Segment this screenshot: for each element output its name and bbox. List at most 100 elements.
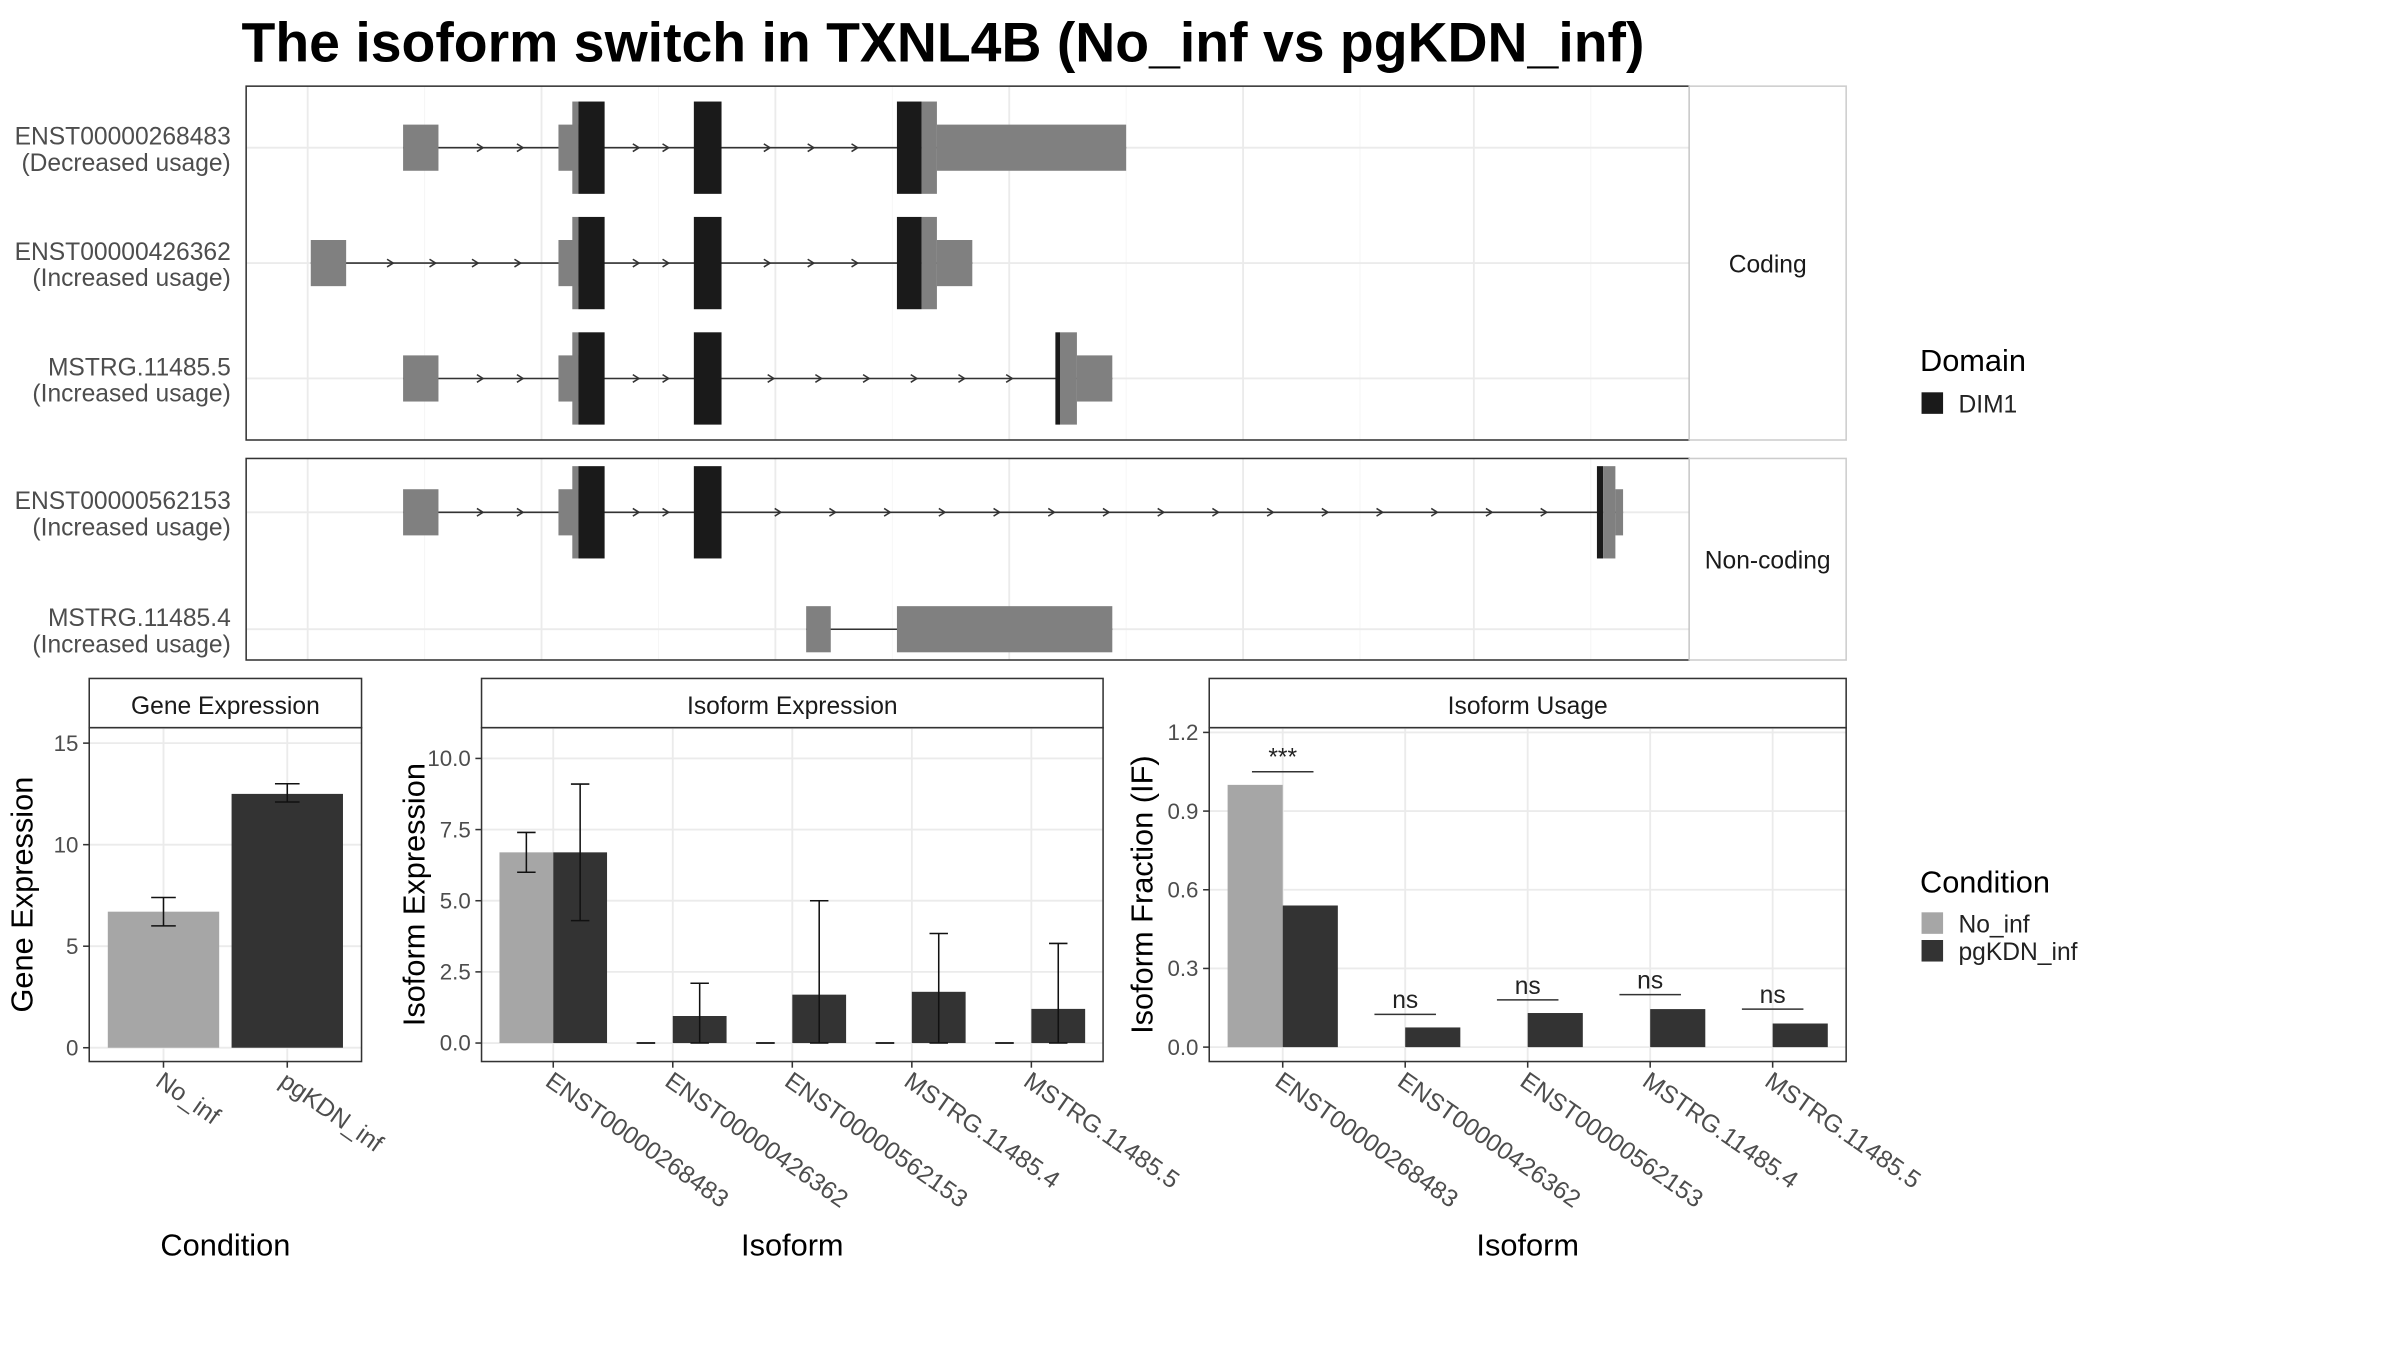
panel-border [1208,726,1847,1063]
transcript-usage: (Increased usage) [32,265,230,292]
group-label: Coding [1729,251,1807,278]
intron-arrow [476,507,485,517]
intron-arrow [814,373,823,383]
panel-border [88,726,363,1063]
intron-arrow [476,373,485,383]
intron-arrow [763,258,772,268]
domain-exon [693,332,722,425]
intron-arrow [807,258,816,268]
y-tick-label: 5 [66,934,78,959]
legend-label: DIM1 [1958,391,2017,418]
exon [572,466,579,559]
strip-label: Isoform Expression [687,693,898,720]
intron-arrow [829,507,838,517]
figure-title: The isoform switch in TXNL4B (No_inf vs … [242,12,1645,74]
bar [1227,784,1283,1048]
strip [480,677,1104,729]
legend-key [1921,940,1944,962]
exon [936,240,973,287]
intron-arrow [429,258,438,268]
legend-label: No_inf [1958,911,2029,938]
y-tick-label: 1.2 [1167,720,1198,745]
intron-arrow [386,258,395,268]
intron-arrow [632,143,641,153]
x-axis-title: Isoform [1476,1227,1579,1262]
exon [1060,332,1077,425]
transcript-usage: (Decreased usage) [21,150,230,177]
transcript-usage: (Increased usage) [32,381,230,408]
intron-arrow [1540,507,1549,517]
legend-key [1921,912,1944,934]
intron-arrow [1005,373,1014,383]
domain-exon [693,216,722,310]
significance-label: ns [1515,973,1541,1000]
exon [403,489,439,536]
bar [107,911,220,1048]
bar [499,852,554,1044]
y-tick-label: 2.5 [440,960,471,985]
domain-exon [1596,466,1604,559]
intron-arrow [1157,507,1166,517]
domain-exon [578,101,605,194]
group-label: Non-coding [1705,547,1831,574]
intron-arrow [1211,507,1221,517]
domain-exon [693,466,722,559]
strip-label: Gene Expression [131,693,320,720]
legend-title: Condition [1920,864,2050,899]
intron-arrow [1047,507,1056,517]
intron-arrow [958,373,967,383]
transcript-name: ENST00000426362 [15,239,231,266]
intron-arrow [476,143,485,153]
transcript-name: ENST00000268483 [15,124,231,151]
intron-arrow [516,143,525,153]
strip [1688,457,1847,661]
intron-arrow [662,143,671,153]
y-tick-label: 0.3 [1167,956,1198,981]
intron-arrow [514,258,523,268]
y-tick-label: 10 [54,832,79,857]
intron-arrow [1485,507,1494,517]
exon [921,216,937,310]
bar [1405,1027,1461,1048]
significance-label: ns [1637,968,1663,995]
exon [936,124,1127,171]
domain-exon [578,466,605,559]
intron-arrow [851,258,860,268]
transcript-usage: (Increased usage) [32,514,230,541]
y-axis-title: Gene Expression [4,777,39,1013]
significance-label: ns [1392,987,1418,1014]
intron-arrow [1430,507,1439,517]
intron-arrow [862,373,871,383]
bar [1527,1013,1583,1048]
domain-exon [896,101,922,194]
intron-arrow [662,258,671,268]
intron-arrow [1102,507,1111,517]
exon [310,240,347,287]
transcript-usage: (Increased usage) [32,631,230,658]
y-tick-label: 5.0 [440,888,471,913]
transcript-name: MSTRG.11485.5 [48,354,231,381]
legend-title: Domain [1920,343,2026,378]
y-tick-label: 10.0 [427,746,470,771]
exon [572,332,579,425]
x-axis-title: Condition [160,1227,290,1262]
intron-arrow [1376,507,1385,517]
bar [1282,905,1338,1048]
intron-arrow [883,507,892,517]
domain-exon [1055,332,1060,425]
y-tick-label: 15 [54,731,79,756]
y-tick-label: 7.5 [440,817,471,842]
exon [1076,355,1113,402]
exon [1615,489,1624,536]
exon [572,216,579,310]
y-tick-label: 0.9 [1167,799,1198,824]
transcript-name: MSTRG.11485.4 [48,605,231,632]
intron-arrow [516,507,525,517]
bar [231,793,343,1048]
strip [1688,85,1847,441]
intron-arrow [774,507,783,517]
exon [1603,466,1616,559]
exon [403,124,439,171]
